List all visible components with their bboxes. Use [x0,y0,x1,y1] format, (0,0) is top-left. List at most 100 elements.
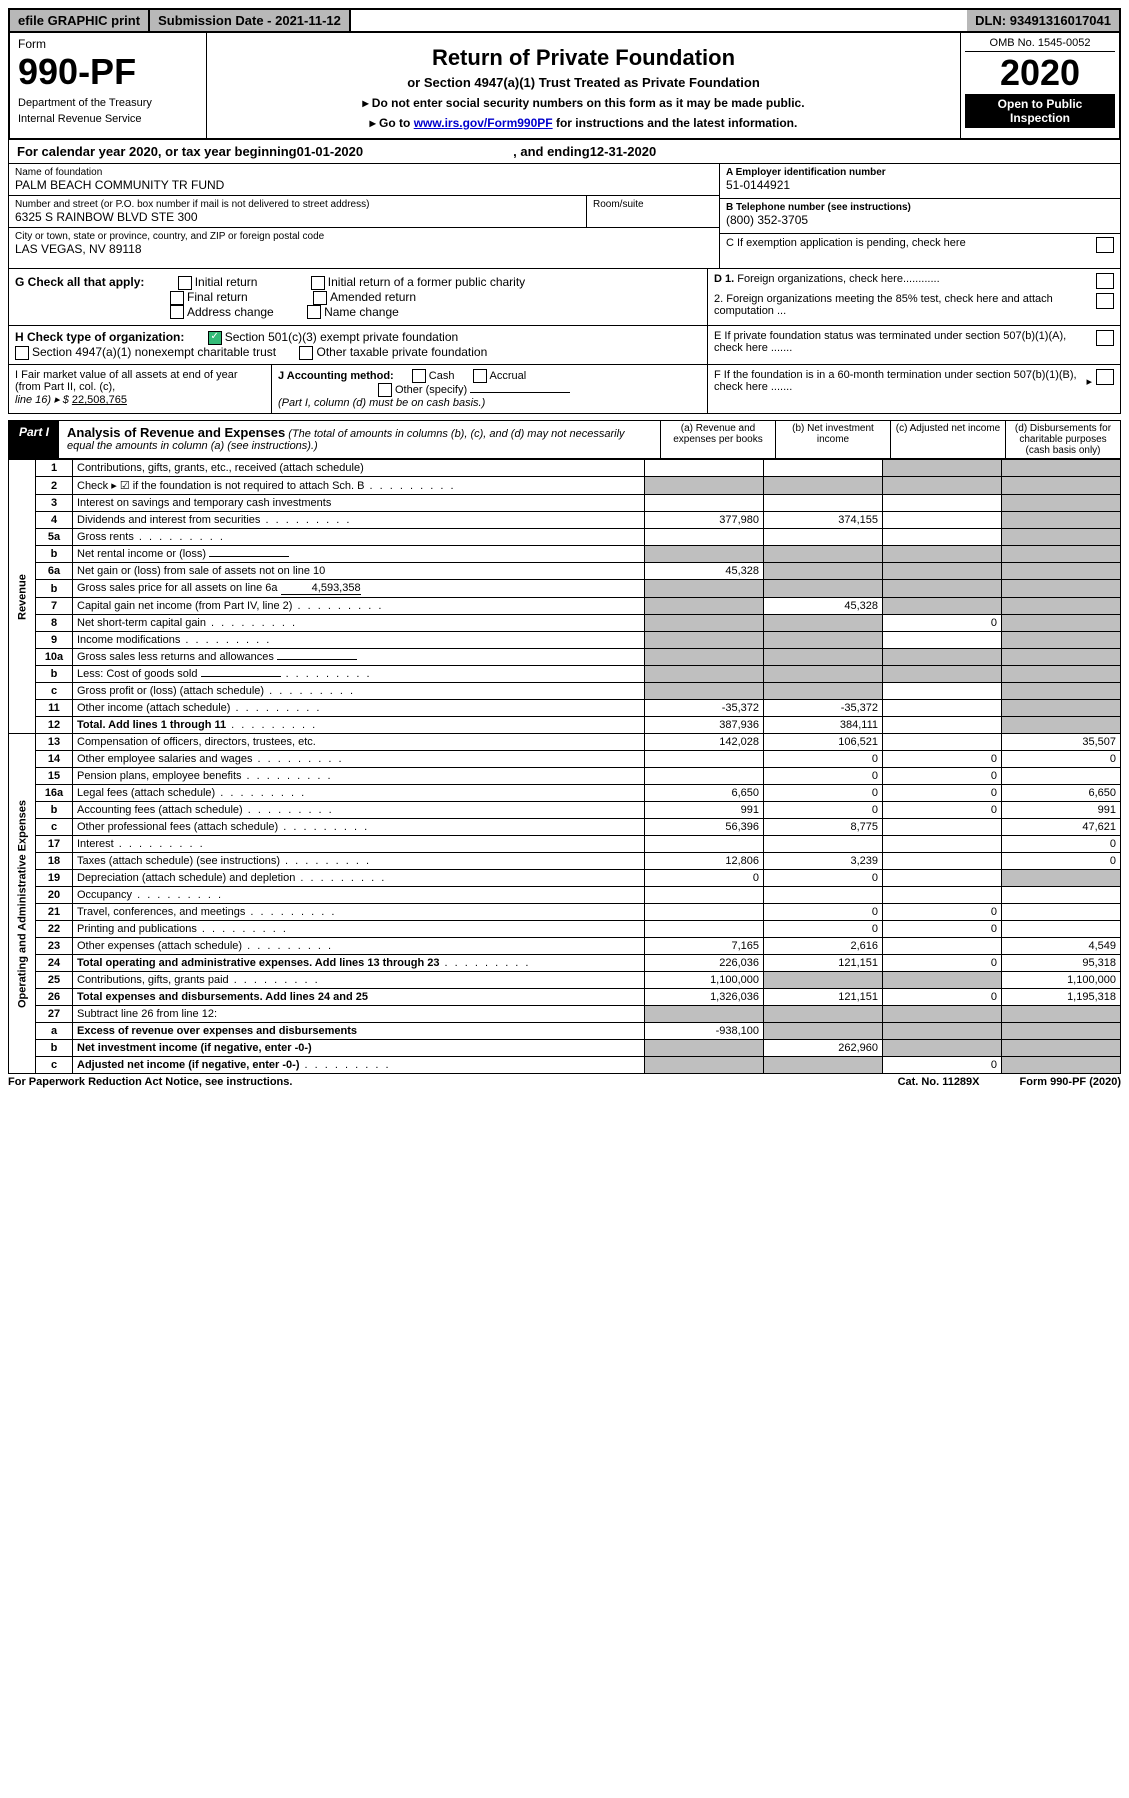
dept-irs: Internal Revenue Service [18,113,198,125]
row-number: 17 [36,836,73,853]
row-number: 4 [36,512,73,529]
part1-header: Part I Analysis of Revenue and Expenses … [8,420,1121,459]
g-initial-return[interactable] [178,276,192,290]
d1-checkbox[interactable] [1096,273,1114,289]
row-number: 20 [36,887,73,904]
table-row: 3Interest on savings and temporary cash … [9,495,1121,512]
footer-mid: Cat. No. 11289X [898,1076,980,1088]
g-name-change[interactable] [307,305,321,319]
form-link[interactable]: www.irs.gov/Form990PF [414,116,553,130]
row-number: 22 [36,921,73,938]
cell-c [883,972,1002,989]
efile-label[interactable]: efile GRAPHIC print [10,10,150,31]
f-text: F If the foundation is in a 60-month ter… [714,369,1086,393]
cell-b: 0 [764,802,883,819]
cell-c [883,870,1002,887]
h-label: H Check type of organization: [15,330,184,344]
row-number: 6a [36,563,73,580]
cell-a [645,477,764,495]
cell-c [883,512,1002,529]
cell-b: 3,239 [764,853,883,870]
row-number: 7 [36,598,73,615]
cell-b [764,632,883,649]
cell-a [645,460,764,477]
cell-b [764,529,883,546]
page-footer: For Paperwork Reduction Act Notice, see … [8,1076,1121,1088]
row-description: Less: Cost of goods sold [73,666,645,683]
g-address-change[interactable] [170,305,184,319]
cell-c [883,666,1002,683]
row-number: a [36,1023,73,1040]
submission-date: 2021-11-12 [275,13,341,28]
cell-d: 47,621 [1002,819,1121,836]
cell-c [883,632,1002,649]
foundation-name: PALM BEACH COMMUNITY TR FUND [15,178,713,192]
cell-d: 0 [1002,836,1121,853]
row-description: Travel, conferences, and meetings [73,904,645,921]
table-row: 25Contributions, gifts, grants paid1,100… [9,972,1121,989]
cell-a [645,649,764,666]
submission-label: Submission Date - [158,13,275,28]
row-number: 23 [36,938,73,955]
phone-value: (800) 352-3705 [726,213,1114,227]
table-row: bGross sales price for all assets on lin… [9,580,1121,598]
table-row: Operating and Administrative Expenses13C… [9,734,1121,751]
f-checkbox[interactable] [1096,369,1114,385]
table-row: cOther professional fees (attach schedul… [9,819,1121,836]
cell-a [645,580,764,598]
cell-d [1002,598,1121,615]
row-number: 10a [36,649,73,666]
row-description: Legal fees (attach schedule) [73,785,645,802]
row-description: Other professional fees (attach schedule… [73,819,645,836]
cell-a: -938,100 [645,1023,764,1040]
expenses-side-label: Operating and Administrative Expenses [9,734,36,1074]
g-final-return[interactable] [170,291,184,305]
identity-grid: Name of foundation PALM BEACH COMMUNITY … [8,164,1121,269]
cell-b [764,887,883,904]
row-description: Accounting fees (attach schedule) [73,802,645,819]
j-accrual[interactable] [473,369,487,383]
g-former-charity[interactable] [311,276,325,290]
cell-c: 0 [883,1057,1002,1074]
row-description: Check ▸ ☑ if the foundation is not requi… [73,477,645,495]
cell-b: 2,616 [764,938,883,955]
e-text: E If private foundation status was termi… [714,330,1092,354]
row-number: 19 [36,870,73,887]
row-description: Net investment income (if negative, ente… [73,1040,645,1057]
cell-a: 991 [645,802,764,819]
cell-a [645,529,764,546]
d2-checkbox[interactable] [1096,293,1114,309]
cell-b: 0 [764,904,883,921]
cell-d [1002,768,1121,785]
fmv-value: 22,508,765 [72,394,127,406]
cell-b [764,546,883,563]
row-description: Taxes (attach schedule) (see instruction… [73,853,645,870]
table-row: cGross profit or (loss) (attach schedule… [9,683,1121,700]
h-501c3-checkbox[interactable] [208,331,222,345]
row-number: 15 [36,768,73,785]
col-b-header: (b) Net investment income [775,421,890,458]
e-checkbox[interactable] [1096,330,1114,346]
g-amended[interactable] [313,291,327,305]
h-other-checkbox[interactable] [299,346,313,360]
cell-d: 0 [1002,853,1121,870]
col-a-header: (a) Revenue and expenses per books [660,421,775,458]
row-description: Other income (attach schedule) [73,700,645,717]
footer-right: Form 990-PF (2020) [1020,1076,1121,1088]
addr-label: Number and street (or P.O. box number if… [15,199,580,210]
table-row: 17Interest0 [9,836,1121,853]
cell-a [645,1006,764,1023]
form-label: Form [18,37,198,51]
cell-b: 8,775 [764,819,883,836]
row-number: c [36,1057,73,1074]
year-end: 12-31-2020 [590,144,657,159]
cell-d [1002,580,1121,598]
cell-d [1002,529,1121,546]
h-4947-checkbox[interactable] [15,346,29,360]
c-checkbox[interactable] [1096,237,1114,253]
j-cash[interactable] [412,369,426,383]
cell-a [645,768,764,785]
cell-d [1002,563,1121,580]
j-other[interactable] [378,383,392,397]
form-header: Form 990-PF Department of the Treasury I… [8,33,1121,140]
